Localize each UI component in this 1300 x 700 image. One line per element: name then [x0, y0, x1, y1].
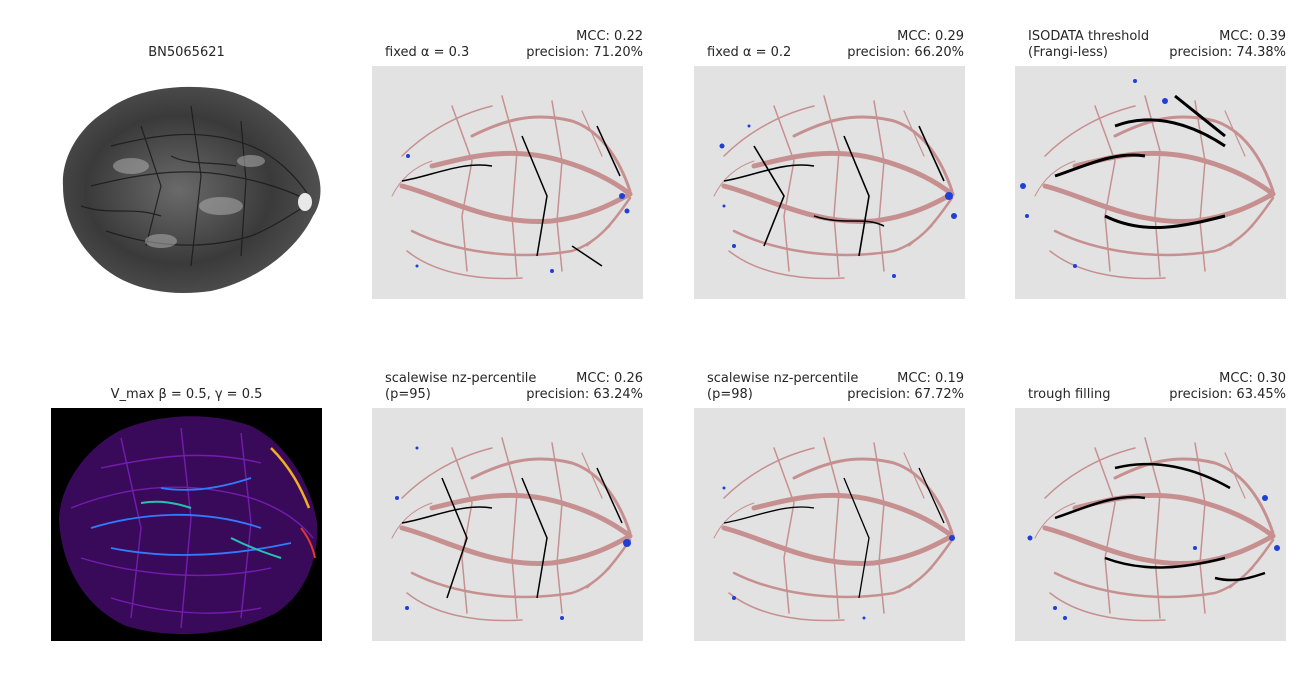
mcc-label: MCC: 0.39	[1219, 29, 1286, 44]
panel-title: ISODATA threshold	[1028, 29, 1150, 44]
segmentation-image	[1015, 66, 1286, 299]
precision-label: precision: 63.45%	[1169, 387, 1286, 402]
segmentation-image	[694, 408, 965, 641]
panel-subtitle: (Frangi-less)	[1028, 45, 1108, 60]
panel-title: scalewise nz-percentile	[385, 371, 537, 386]
panel-title: BN5065621	[148, 45, 225, 60]
precision-label: precision: 66.20%	[847, 45, 964, 60]
panel-title: V_max β = 0.5, γ = 0.5	[110, 387, 263, 402]
panel-title: fixed α = 0.3	[385, 45, 470, 60]
mcc-label: MCC: 0.30	[1219, 371, 1286, 386]
panel-title: trough filling	[1028, 387, 1111, 402]
original-image	[51, 66, 322, 299]
precision-label: precision: 67.72%	[847, 387, 964, 402]
mcc-label: MCC: 0.29	[897, 29, 964, 44]
segmentation-image	[372, 66, 643, 299]
panel-subtitle: (p=95)	[385, 387, 431, 402]
panel-subtitle: (p=98)	[707, 387, 753, 402]
panel-title: fixed α = 0.2	[707, 45, 792, 60]
vmax-image	[51, 408, 322, 641]
mcc-label: MCC: 0.26	[576, 371, 643, 386]
mcc-label: MCC: 0.19	[897, 371, 964, 386]
precision-label: precision: 71.20%	[526, 45, 643, 60]
mcc-label: MCC: 0.22	[576, 29, 643, 44]
precision-label: precision: 63.24%	[526, 387, 643, 402]
precision-label: precision: 74.38%	[1169, 45, 1286, 60]
segmentation-image	[372, 408, 643, 641]
panel-title: scalewise nz-percentile	[707, 371, 859, 386]
segmentation-image	[694, 66, 965, 299]
segmentation-image	[1015, 408, 1286, 641]
